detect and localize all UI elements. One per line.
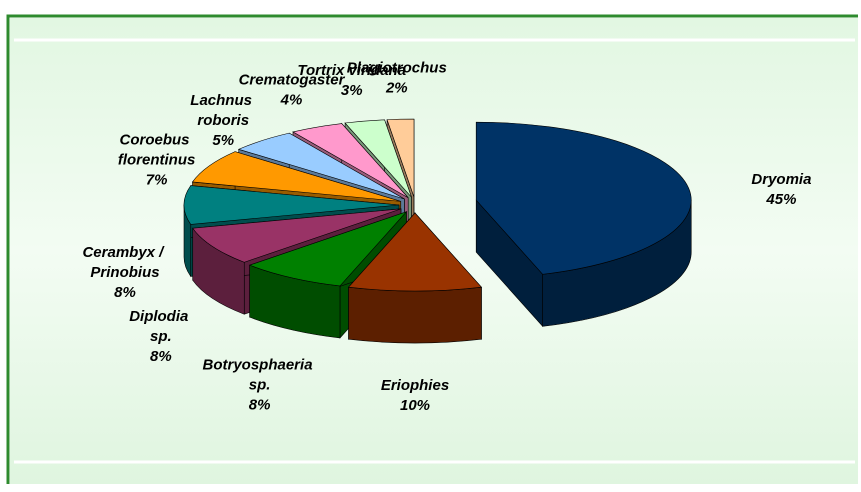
slice — [292, 123, 409, 199]
slice — [183, 185, 400, 225]
slice — [237, 132, 405, 200]
slice-label: Tortrix viridana — [297, 62, 406, 79]
slice-label: Plagiotrochus — [347, 59, 447, 76]
slice-label: Diplodia sp. — [129, 308, 192, 345]
slice-value-label: 4% — [280, 92, 303, 109]
slice-value-label: 8% — [114, 284, 136, 301]
slice-label: Dryomia — [751, 171, 811, 188]
slice — [475, 121, 692, 275]
slice-value-label: 8% — [150, 348, 172, 365]
slice — [191, 151, 401, 202]
slice-value-label: 8% — [249, 396, 271, 413]
slice-label: Coroebus florentinus — [118, 132, 196, 169]
slice — [344, 119, 412, 198]
slice-value-label: 5% — [212, 132, 234, 149]
slice-label: Lachnus roboris — [190, 92, 256, 129]
border — [6, 14, 858, 484]
slice-wall — [348, 286, 482, 344]
slice-label: Botryosphaeria sp. — [203, 356, 317, 393]
slice — [347, 212, 483, 292]
slice — [192, 208, 402, 263]
slice-label: Crematogaster — [239, 72, 346, 89]
slice-value-label: 45% — [765, 191, 796, 208]
slice — [248, 211, 408, 287]
slice — [386, 118, 415, 198]
slice-label: Eriophies — [381, 377, 449, 394]
slice-value-label: 10% — [400, 397, 430, 414]
slice-label: Cerambyx / Prinobius — [82, 244, 167, 281]
slice-value-label: 2% — [385, 79, 408, 96]
slice-value-label: 3% — [341, 82, 363, 99]
slices — [183, 118, 692, 344]
labels: Dryomia 45% Eriophies 10% Botryosphaeria sp.… — [82, 59, 811, 414]
slice-value-label: 7% — [146, 172, 168, 189]
